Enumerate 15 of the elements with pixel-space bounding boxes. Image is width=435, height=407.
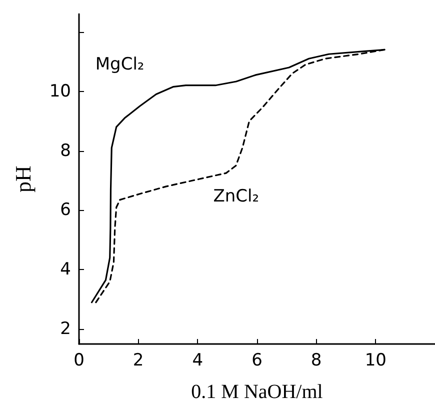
x-tick-label: 6 [252,350,262,370]
y-axis-title: pH [10,165,36,192]
x-tick-label: 8 [310,350,322,370]
x-axis-title: 0.1 M NaOH/ml [191,381,324,403]
y-tick-label: 8 [60,140,71,161]
y-tick-label: 4 [60,260,71,280]
series-label: MgCl₂ [95,54,144,75]
x-tick-label: 4 [192,350,204,370]
x-tick-label: 2 [132,350,144,370]
y-tick-label: 10 [49,81,71,102]
x-tick-label: 10 [364,350,386,370]
y-tick-label: 2 [60,319,71,340]
x-tick-label: 0 [74,350,84,370]
series-label: ZnCl₂ [213,186,260,207]
y-tick-label: 6 [60,200,71,220]
